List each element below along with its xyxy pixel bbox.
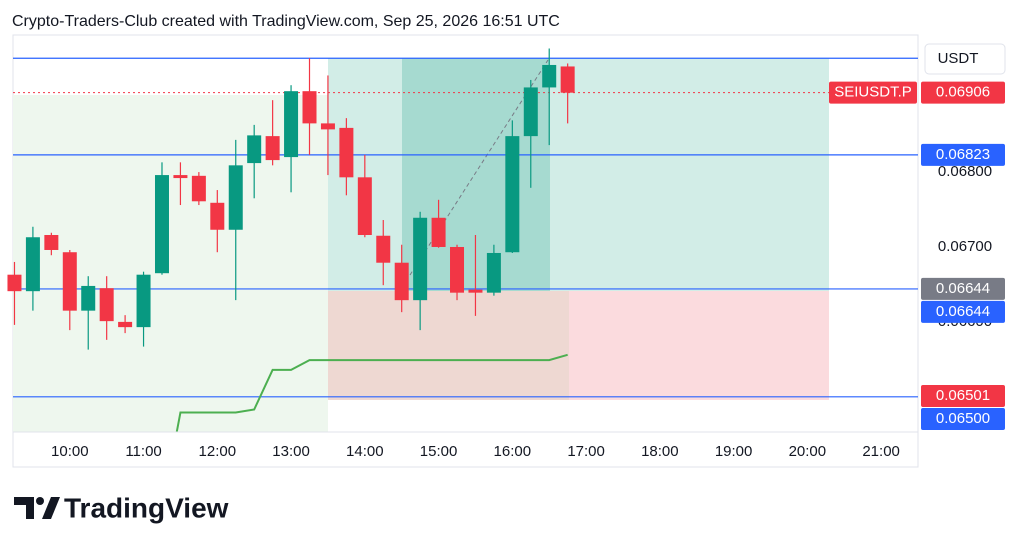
candle-body [173, 175, 188, 179]
candle-body [228, 165, 243, 230]
x-tick-label: 13:00 [272, 443, 310, 460]
candle-body [247, 135, 262, 164]
price-label-box [921, 143, 1005, 166]
candle-body [339, 127, 354, 178]
price-label: 0.06644 [936, 280, 990, 297]
price-label-box [921, 408, 1005, 431]
price-label: 0.06644 [936, 303, 990, 320]
symbol-tag [829, 81, 917, 104]
header: Crypto-Traders-Club created with Trading… [12, 13, 560, 30]
x-tick-label: 19:00 [715, 443, 753, 460]
candle-body [542, 64, 557, 88]
currency-box [924, 43, 1006, 75]
indicator-line [175, 353, 568, 433]
x-tick-label: 14:00 [346, 443, 384, 460]
price-label-box [921, 300, 1005, 323]
price-label-box [921, 385, 1005, 408]
candle-body [320, 123, 335, 130]
background-fill [13, 95, 328, 432]
candle-body [376, 235, 391, 263]
loss-zone-active [328, 291, 569, 400]
candle-body [99, 288, 114, 322]
candle-body [468, 289, 483, 293]
price-label: 0.06823 [936, 146, 990, 163]
x-tick-label: 12:00 [199, 443, 237, 460]
y-tick-label: 0.06800 [938, 163, 992, 180]
candle-body [302, 91, 317, 124]
x-tick-label: 20:00 [789, 443, 827, 460]
candle-body [431, 217, 446, 247]
x-tick-label: 10:00 [51, 443, 89, 460]
candle-body [44, 234, 59, 250]
candle-body [265, 136, 280, 161]
candle-body [210, 202, 225, 230]
currency: USDT [938, 50, 979, 67]
x-tick-label: 21:00 [862, 443, 900, 460]
x-tick-label: 15:00 [420, 443, 458, 460]
candle-body [560, 66, 575, 93]
candle-body [523, 87, 538, 137]
candle-body [394, 262, 409, 301]
price-label-box [921, 81, 1005, 104]
x-tick-label: 16:00 [494, 443, 532, 460]
x-tick-label: 11:00 [125, 443, 161, 460]
candle-body [154, 175, 169, 274]
candle-body [450, 246, 465, 293]
y-tick-label: 0.06700 [938, 238, 992, 255]
candle-body [118, 321, 133, 328]
price-label: 0.06501 [936, 387, 990, 404]
candle-body [62, 252, 77, 311]
plot [7, 48, 918, 433]
candle-body [505, 136, 520, 253]
candle-body [486, 252, 501, 293]
candle-body [25, 237, 40, 292]
candle-body [7, 274, 22, 292]
logo-text: TradingView [64, 492, 229, 523]
candle-body [81, 285, 96, 311]
price-label-box [921, 277, 1005, 300]
candle-body [191, 175, 206, 202]
candle-body [136, 274, 151, 328]
price-label: 0.06500 [936, 410, 990, 427]
candle-body [284, 91, 299, 158]
candle-body [413, 217, 428, 301]
logo: TradingView [14, 492, 229, 523]
x-tick-label: 17:00 [567, 443, 605, 460]
symbol-label: SEIUSDT.P [834, 84, 912, 101]
x-tick-label: 18:00 [641, 443, 679, 460]
price-label: 0.06906 [936, 84, 990, 101]
candle-body [357, 177, 372, 235]
